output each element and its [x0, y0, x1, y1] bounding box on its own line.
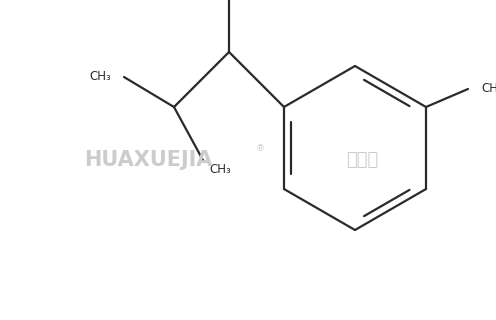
Text: CH₃: CH₃ [89, 70, 111, 84]
Text: CH₃: CH₃ [481, 83, 496, 95]
Text: CH₃: CH₃ [209, 163, 231, 176]
Text: 化学加: 化学加 [346, 151, 378, 169]
Text: HUAXUEJIA: HUAXUEJIA [85, 150, 213, 170]
Text: ®: ® [256, 144, 265, 153]
